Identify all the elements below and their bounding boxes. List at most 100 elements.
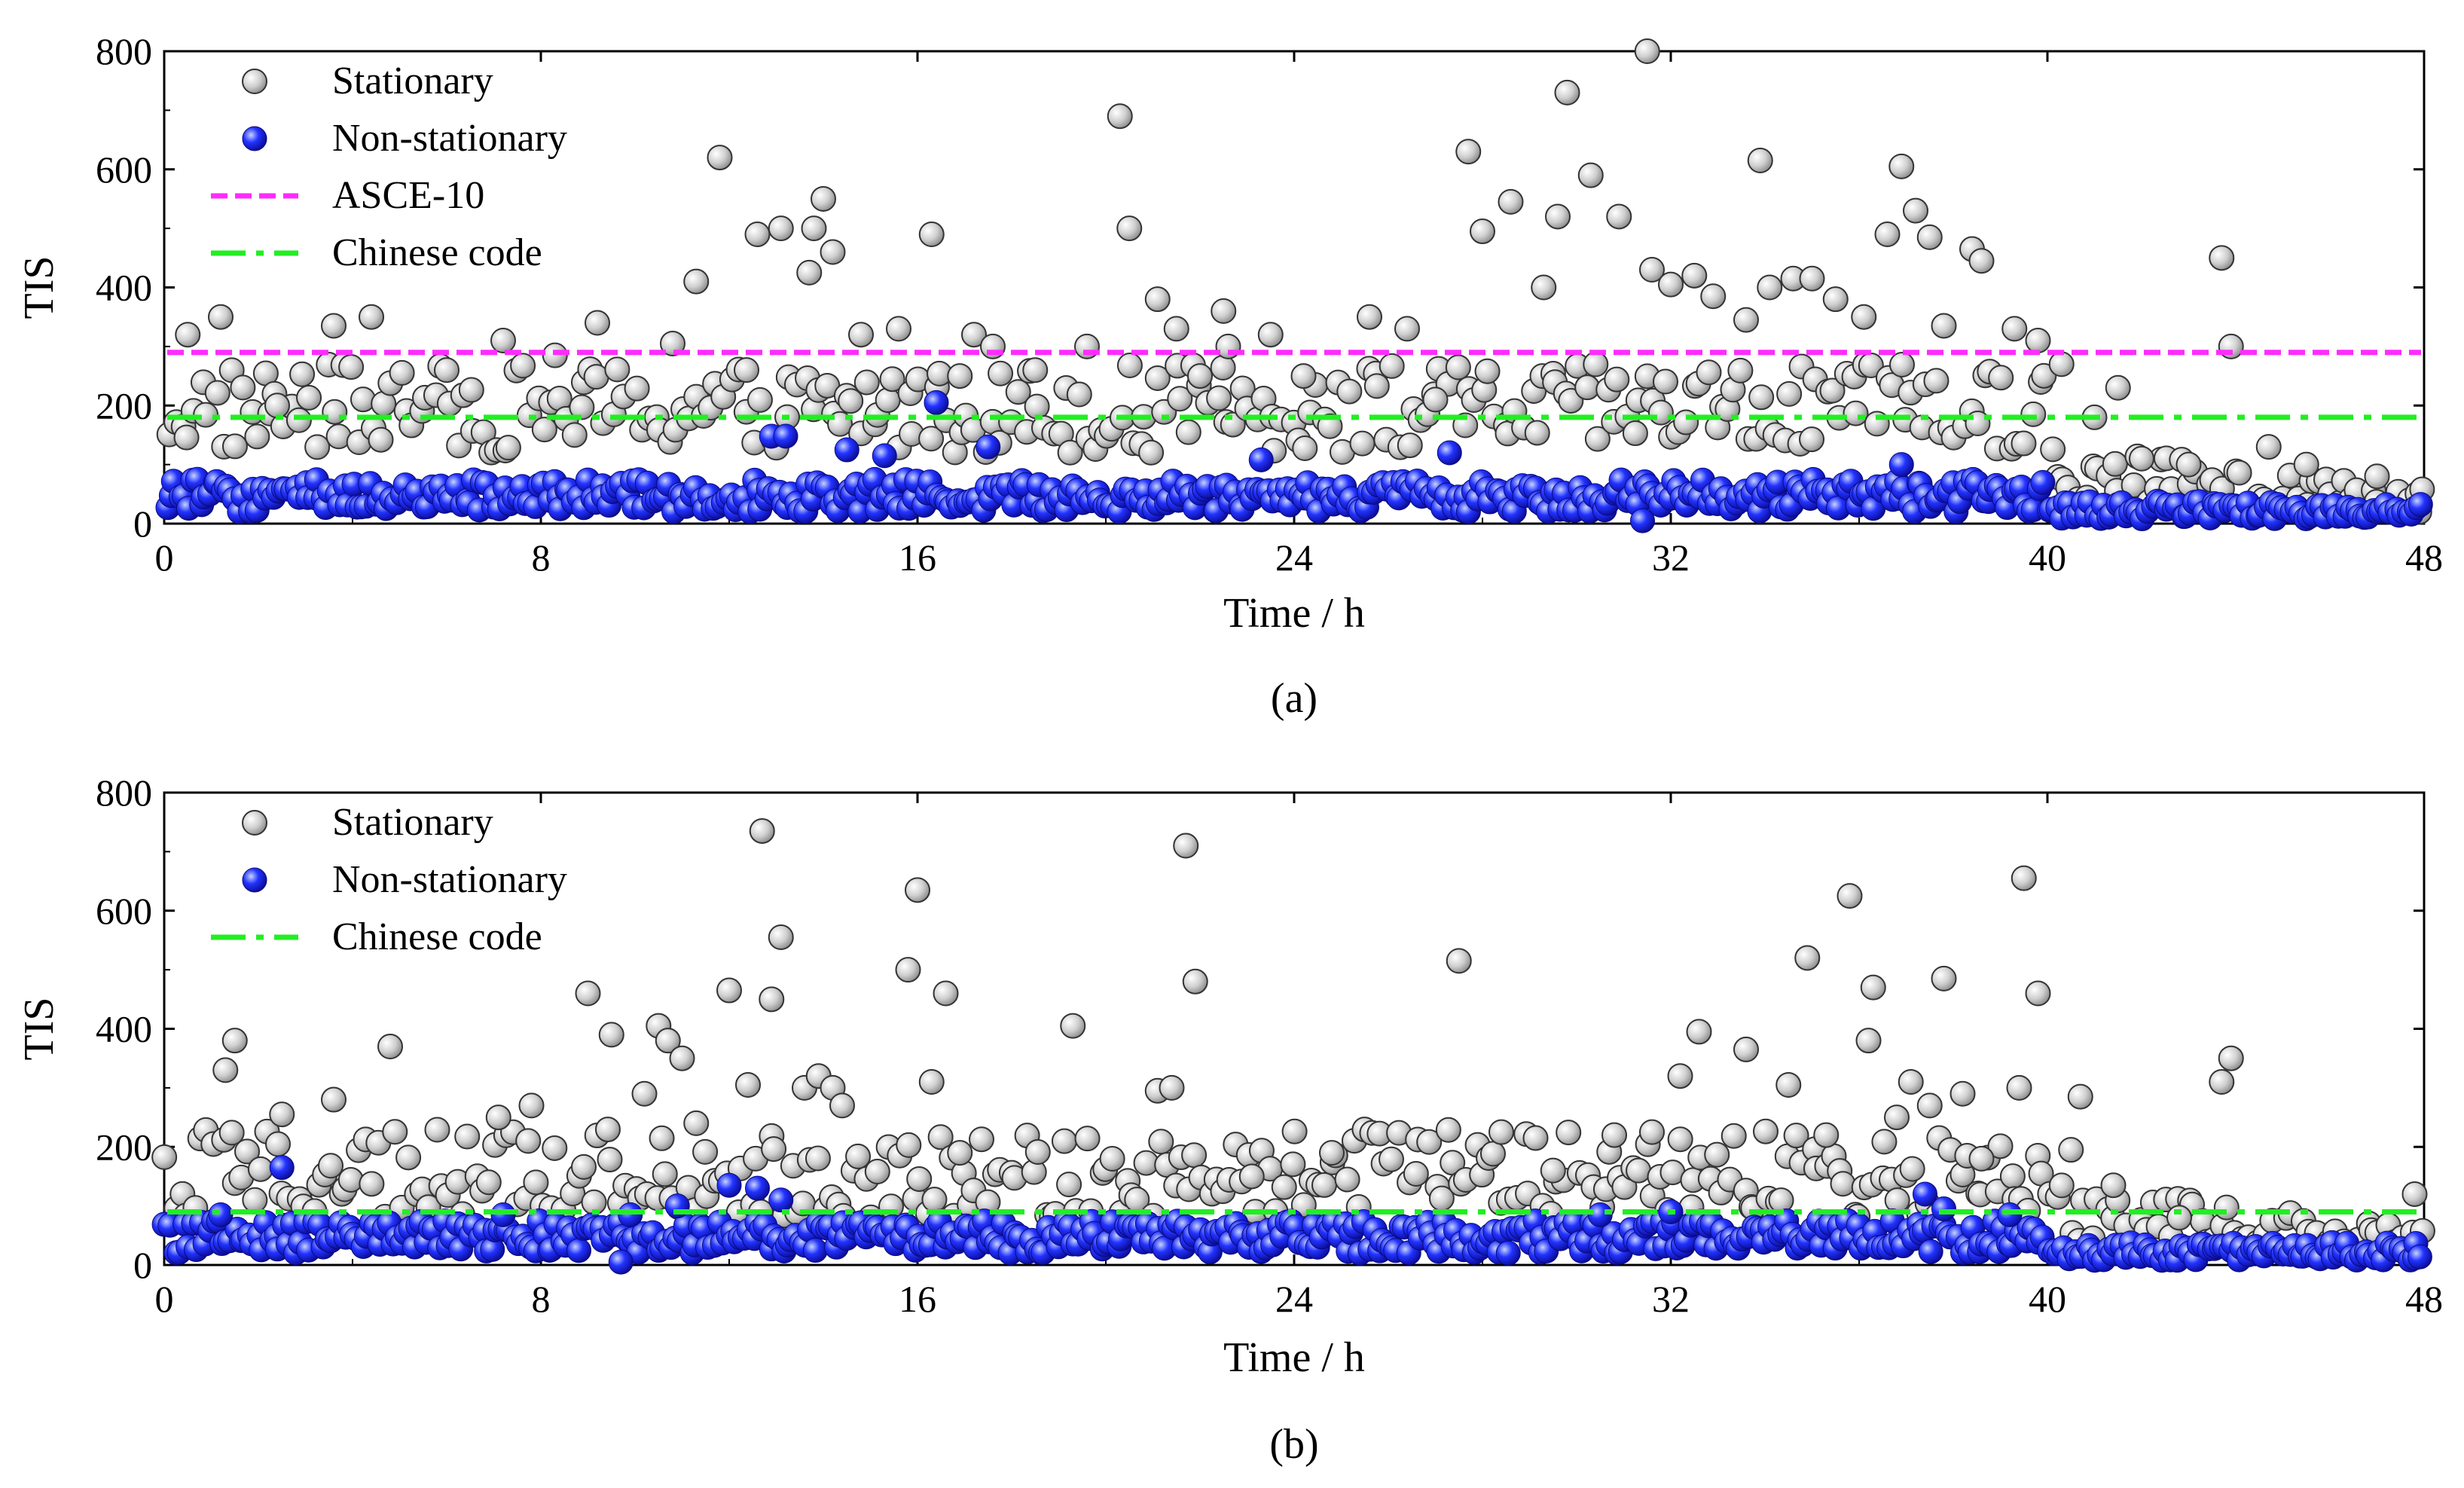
panel-b-x-tick-label: 0: [155, 1278, 174, 1320]
panel-a-y-tick-label: 600: [96, 148, 152, 191]
panel-a-stationary-point: [1822, 286, 1849, 313]
panel-b-x-axis-title: Time / h: [1223, 1334, 1365, 1381]
panel-a-stationary-point: [1107, 103, 1133, 130]
panel-b-stationary-point: [1074, 1126, 1101, 1152]
panel-a-stationary-point: [208, 304, 234, 330]
panel-a-non-stationary-point: [834, 437, 859, 463]
panel-b-stationary-point: [692, 1138, 719, 1165]
panel-a-stationary-point: [1583, 351, 1609, 377]
panel-b-stationary-point: [318, 1153, 344, 1179]
panel-a-stationary-point: [434, 357, 460, 383]
panel-a-x-tick-label: 32: [1652, 536, 1690, 579]
panel-b-stationary-point: [649, 1125, 675, 1151]
panel-a-non-stationary-point: [872, 443, 897, 469]
panel-b-axis-ticks: 0 8 16 24 32 40 48 0 200 400 600 800: [96, 771, 2443, 1320]
panel-a-stationary-point: [1445, 354, 1471, 380]
panel-a-stationary-point: [1606, 203, 1632, 230]
panel-b-stationary-point: [151, 1144, 178, 1170]
panel-a-stationary-point: [733, 357, 759, 383]
panel-b-stationary-point: [321, 1086, 347, 1113]
panel-b-stationary-point: [761, 1136, 787, 1163]
panel-b-stationary-point: [575, 980, 601, 1007]
panel-a-stationary-point: [1363, 373, 1390, 399]
panel-a-chart: 0 8 16 24 32 40 48 0 200 400 600 800 Stationary Non-…: [16, 30, 2443, 722]
panel-a-stationary-point: [569, 394, 595, 420]
panel-b-non-stationary-point: [802, 1238, 828, 1263]
panel-b-non-stationary-point: [269, 1155, 295, 1181]
panel-b-stationary-point: [2067, 1083, 2093, 1110]
panel-b-stationary-point: [759, 986, 785, 1013]
panel-a-stationary-point: [1116, 215, 1143, 242]
panel-a-stationary-point: [707, 145, 733, 171]
panel-a-stationary-point: [1574, 374, 1601, 401]
panel-a-stationary-point: [2105, 374, 2131, 401]
panel-b-stationary-point: [337, 1166, 364, 1193]
panel-a-stationary-point: [490, 328, 516, 354]
panel-b-stationary-point: [1159, 1074, 1185, 1101]
panel-b-stationary-point: [927, 1124, 954, 1150]
panel-b-legend-label: Chinese code: [332, 915, 542, 958]
panel-a-stationary-point: [2129, 445, 2154, 472]
panel-b-stationary-point: [359, 1171, 385, 1197]
panel-a-stationary-point: [1357, 304, 1382, 330]
panel-a-stationary-point: [1175, 419, 1201, 445]
panel-b-stationary-point: [218, 1120, 245, 1146]
panel-a-stationary-point: [1874, 221, 1901, 247]
panel-b-non-stationary-point: [208, 1202, 234, 1227]
panel-a-stationary-point: [531, 417, 557, 443]
panel-b-y-tick-label: 800: [96, 771, 152, 814]
panel-b-non-stationary-point: [566, 1238, 592, 1263]
panel-b-y-tick-label: 200: [96, 1126, 152, 1168]
panel-a-stationary-point: [796, 259, 823, 286]
panel-a-x-tick-label: 40: [2029, 536, 2066, 579]
panel-a-non-stationary-point: [924, 390, 949, 415]
panel-b-stationary-point: [212, 1057, 239, 1083]
panel-a-stationary-point: [838, 388, 864, 414]
panel-b-stationary-point: [395, 1144, 422, 1171]
panel-a-non-stationary-point: [1248, 447, 1274, 472]
panel-b-stationary-point: [906, 1166, 933, 1192]
panel-b-stationary-point: [829, 1092, 855, 1119]
panel-a-stationary-point: [1531, 274, 1557, 301]
panel-a-stationary-point: [2209, 245, 2235, 271]
panel-a-stationary-point: [368, 426, 394, 453]
panel-b-stationary-point: [1704, 1141, 1730, 1168]
panel-a-stationary-point: [321, 313, 347, 339]
panel-b-non-stationary-point: [1997, 1202, 2023, 1227]
panel-b-stationary-point: [1488, 1119, 1514, 1145]
panel-a-non-stationary-point: [2030, 469, 2056, 495]
panel-a-stationary-point: [204, 380, 231, 406]
panel-a-y-axis-title: TIS: [16, 256, 63, 319]
panel-a-stationary-point: [1577, 162, 1604, 188]
panel-a-stationary-point: [683, 268, 710, 295]
panel-b-stationary-point: [1435, 1117, 1461, 1143]
panel-a-stationary-point: [747, 387, 773, 413]
panel-a-stationary-point: [1187, 363, 1213, 390]
panel-b-stationary-point: [1899, 1156, 1925, 1182]
panel-a-stationary-point: [1903, 197, 1928, 224]
panel-a-stationary-point: [338, 354, 365, 380]
panel-b-legend-non-stationary-marker: [242, 867, 267, 893]
panel-b-stationary-point: [2209, 1069, 2235, 1095]
panel-b-stationary-point: [1884, 1187, 1910, 1214]
panel-b-stationary-point: [1813, 1122, 1840, 1148]
panel-a-stationary-point: [2175, 451, 2202, 478]
panel-a-non-stationary-point: [976, 434, 1001, 460]
panel-b-stationary-point: [247, 1156, 273, 1182]
panel-a-stationary-point: [1673, 409, 1699, 435]
panel-a-stationary-point: [853, 369, 880, 396]
panel-b-stationary-point: [542, 1135, 568, 1161]
panel-a-stationary-point: [961, 322, 987, 348]
panel-a-stationary-point: [918, 426, 945, 452]
panel-a-stationary-point: [1498, 188, 1524, 215]
panel-a-stationary-point: [1336, 378, 1363, 405]
panel-a-stationary-point: [264, 393, 290, 419]
panel-b-y-tick-label: 600: [96, 890, 152, 932]
panel-b-stationary-point: [1775, 1071, 1802, 1098]
panel-b-x-tick-label: 8: [532, 1278, 551, 1320]
panel-b-stationary-point: [1334, 1166, 1360, 1193]
panel-a-stationary-point: [1622, 420, 1648, 447]
panel-b-stationary-point: [1148, 1129, 1174, 1155]
panel-b-stationary-point: [1173, 833, 1199, 859]
panel-a-stationary-point: [744, 221, 771, 247]
